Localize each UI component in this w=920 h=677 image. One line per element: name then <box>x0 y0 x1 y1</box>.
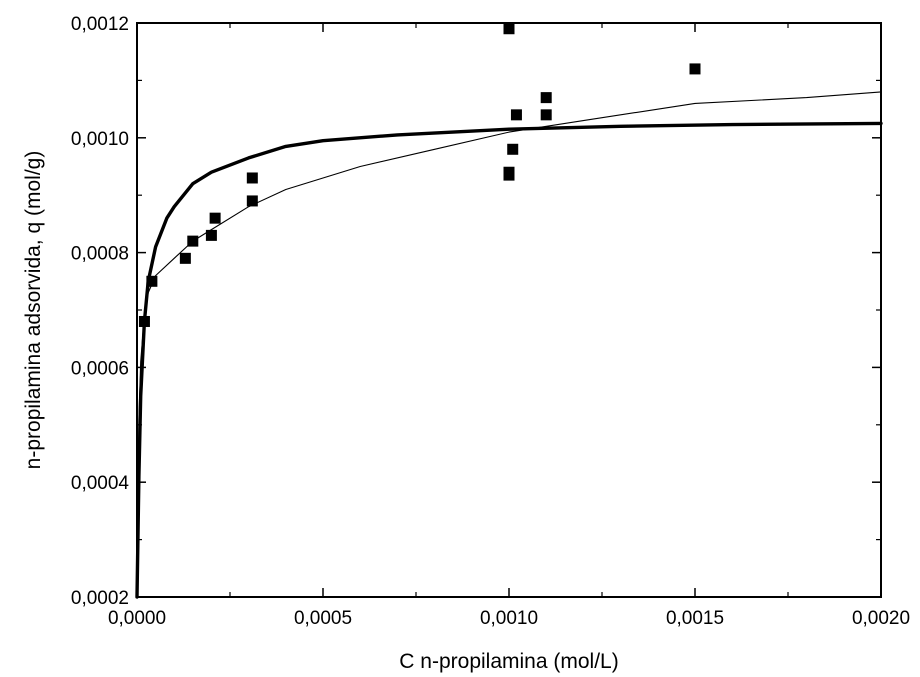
data-point <box>205 229 217 241</box>
data-point <box>187 235 199 247</box>
data-point <box>179 252 191 264</box>
data-point <box>540 109 552 121</box>
fit-curves <box>135 91 883 599</box>
data-points <box>138 23 701 327</box>
y-tick-label: 0,0012 <box>71 14 129 35</box>
data-point <box>540 92 552 104</box>
data-point <box>246 172 258 184</box>
x-axis-title: C n-propilamina (mol/L) <box>399 650 618 673</box>
data-point <box>510 109 522 121</box>
data-point <box>209 212 221 224</box>
y-tick-label: 0,0010 <box>71 129 129 150</box>
y-axis-title: n-propilamina adsorvida, q (mol/g) <box>22 151 45 470</box>
data-point <box>689 63 701 75</box>
x-tick-label: 0,0020 <box>852 608 910 629</box>
fit-curve-thin <box>136 91 882 598</box>
y-axis-ticks: 0,0002 0,0004 0,0006 0,0008 0,0010 0,0012 <box>71 14 881 609</box>
x-axis-ticks: 0,0000 0,0005 0,0010 0,0015 0,0020 <box>108 23 910 629</box>
x-tick-label: 0,0005 <box>294 608 352 629</box>
y-tick-label: 0,0006 <box>71 358 129 379</box>
plot-frame <box>136 22 882 598</box>
y-tick-label: 0,0004 <box>71 473 130 494</box>
x-tick-label: 0,0015 <box>666 608 724 629</box>
fit-curve-thick <box>135 121 883 599</box>
data-point <box>503 169 515 181</box>
data-point <box>138 315 150 327</box>
data-point <box>507 143 519 155</box>
y-tick-label: 0,0008 <box>71 244 129 265</box>
data-point <box>146 275 158 287</box>
x-tick-label: 0,0000 <box>108 608 166 629</box>
y-tick-label: 0,0002 <box>71 588 129 609</box>
data-point <box>503 23 515 35</box>
data-point <box>246 195 258 207</box>
x-tick-label: 0,0010 <box>480 608 538 629</box>
